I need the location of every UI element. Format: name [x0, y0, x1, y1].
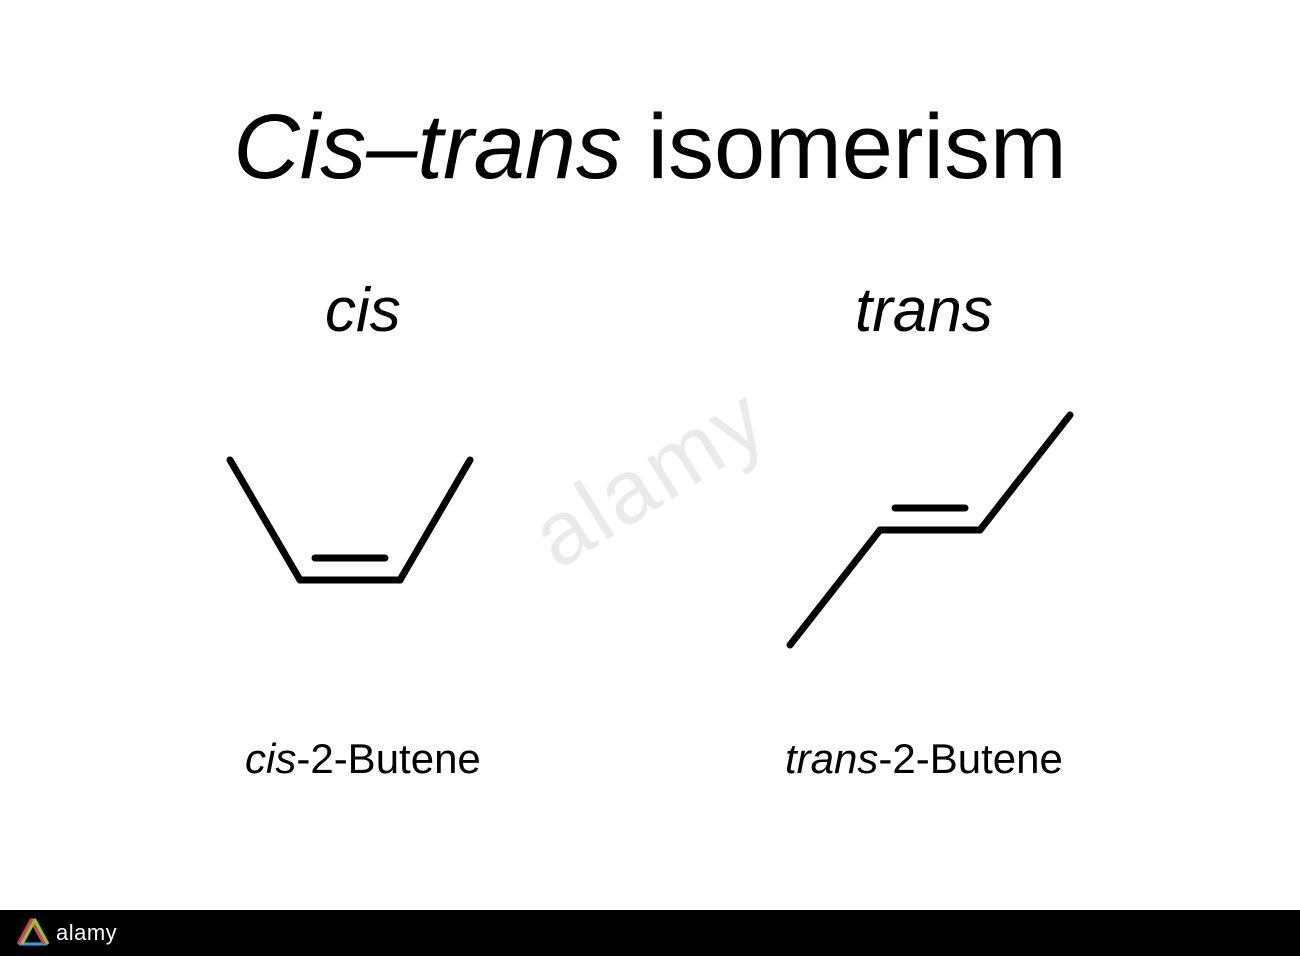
structure-trans [760, 395, 1090, 675]
caption-trans: trans-2-Butene [785, 735, 1063, 783]
footer-logo: alamy [16, 917, 117, 949]
title-italic: Cis–trans [233, 96, 622, 198]
caption-cis: cis-2-Butene [245, 735, 481, 783]
subheading-trans: trans [855, 275, 993, 346]
structure-cis [200, 430, 500, 650]
diagonal-watermark: alamy [515, 367, 786, 590]
caption-trans-rest: -2-Butene [878, 735, 1062, 782]
caption-cis-italic: cis [245, 735, 296, 782]
title-rest: isomerism [622, 96, 1067, 198]
caption-cis-rest: -2-Butene [296, 735, 480, 782]
subheading-cis: cis [325, 275, 401, 346]
footer-bar: alamy [0, 910, 1300, 956]
image-id: 2T106XY [1272, 837, 1288, 902]
alamy-a-icon [16, 918, 50, 948]
page-title: Cis–trans isomerism [233, 95, 1066, 200]
caption-trans-italic: trans [785, 735, 878, 782]
footer-logo-text: alamy [56, 920, 117, 946]
